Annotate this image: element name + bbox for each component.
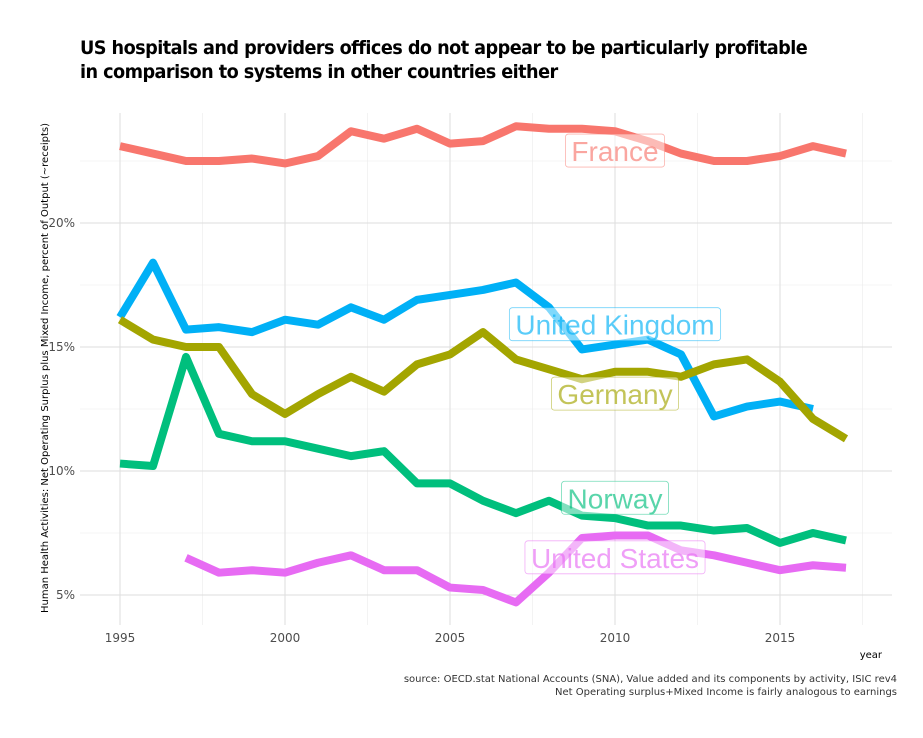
- series-label-text: Norway: [568, 483, 663, 514]
- chart-title-line-2: in comparison to systems in other countr…: [80, 61, 558, 83]
- chart-title-line-1: US hospitals and providers offices do no…: [80, 37, 808, 59]
- series-label-box: [561, 480, 669, 515]
- series-line-germany: [117, 316, 849, 443]
- x-axis-ticks: 1995 2000 2005 2010 2015: [105, 631, 796, 645]
- series-label-box: [565, 133, 665, 168]
- series-label-box: [508, 307, 722, 342]
- series-lines: [116, 122, 849, 607]
- caption-note: Net Operating surplus+Mixed Income is fa…: [555, 687, 897, 698]
- series-label-united-states: United States: [524, 540, 706, 575]
- y-axis-title: Human Health Activities: Net Operating S…: [40, 123, 51, 613]
- y-tick-label: 5%: [56, 588, 75, 602]
- grid-lines: [80, 113, 892, 625]
- series-line-united-kingdom: [116, 258, 814, 421]
- x-tick-label: 2015: [765, 631, 796, 645]
- series-label-france: France: [565, 133, 665, 168]
- series-label-text: France: [571, 136, 658, 167]
- series-label-text: Germany: [557, 379, 672, 410]
- x-tick-label: 2005: [435, 631, 466, 645]
- series-line-norway: [119, 352, 847, 547]
- series-label-text: United Kingdom: [515, 310, 714, 341]
- chart-title: US hospitals and providers offices do no…: [80, 36, 824, 84]
- series-label-box: [551, 376, 679, 411]
- x-tick-label: 2010: [600, 631, 631, 645]
- caption-source: source: OECD.stat National Accounts (SNA…: [404, 674, 897, 685]
- y-tick-label: 10%: [48, 464, 75, 478]
- x-tick-label: 1995: [105, 631, 136, 645]
- y-tick-label: 15%: [48, 340, 75, 354]
- x-tick-label: 2000: [270, 631, 301, 645]
- y-tick-label: 20%: [48, 216, 75, 230]
- series-line-united-states: [184, 531, 847, 607]
- series-label-norway: Norway: [561, 480, 669, 515]
- series-labels: France United Kingdom Germany Norway United …: [508, 133, 722, 575]
- y-axis-ticks: 5% 10% 15% 20%: [48, 216, 75, 602]
- series-line-france: [119, 122, 847, 168]
- series-label-united-kingdom: United Kingdom: [508, 307, 722, 342]
- series-label-germany: Germany: [551, 376, 679, 411]
- series-label-box: [524, 540, 706, 575]
- series-label-text: United States: [531, 543, 699, 574]
- x-axis-title: year: [860, 650, 883, 661]
